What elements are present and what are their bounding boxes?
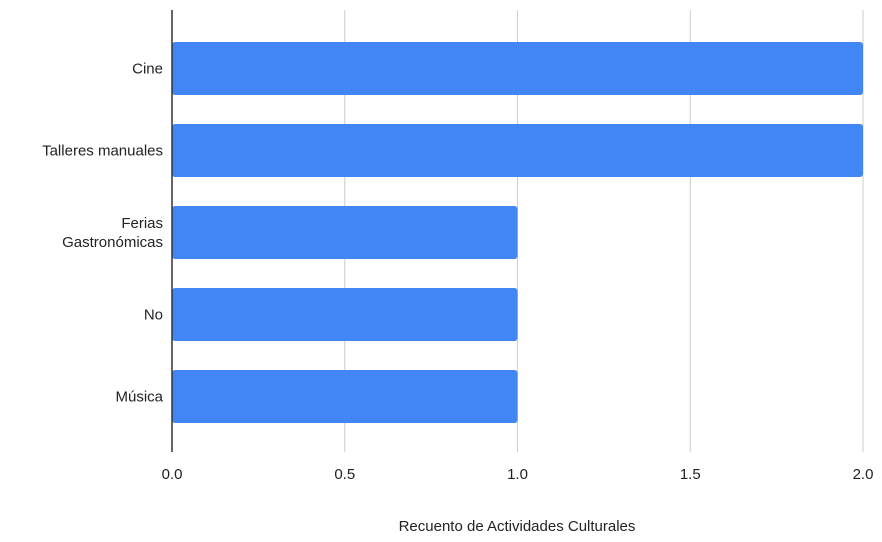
x-tick-label: 2.0 [853, 466, 874, 483]
category-label: Ferias Gastronómicas [62, 215, 163, 251]
bar [172, 124, 863, 177]
x-tick-labels: 0.0 0.5 1.0 1.5 2.0 [162, 466, 874, 483]
x-axis-title: Recuento de Actividades Culturales [399, 518, 636, 535]
x-tick-label: 1.0 [507, 466, 528, 483]
category-label: Música [115, 389, 163, 406]
category-label: No [144, 307, 163, 324]
bars [172, 42, 863, 423]
x-tick-label: 0.0 [162, 466, 183, 483]
category-label: Cine [132, 61, 163, 78]
x-tick-label: 0.5 [334, 466, 355, 483]
bar [172, 206, 518, 259]
bar [172, 288, 518, 341]
category-label: Talleres manuales [42, 143, 163, 160]
x-tick-label: 1.5 [680, 466, 701, 483]
bar [172, 370, 518, 423]
category-labels: Cine Talleres manuales Ferias Gastronómicas… [42, 61, 164, 406]
bar [172, 42, 863, 95]
